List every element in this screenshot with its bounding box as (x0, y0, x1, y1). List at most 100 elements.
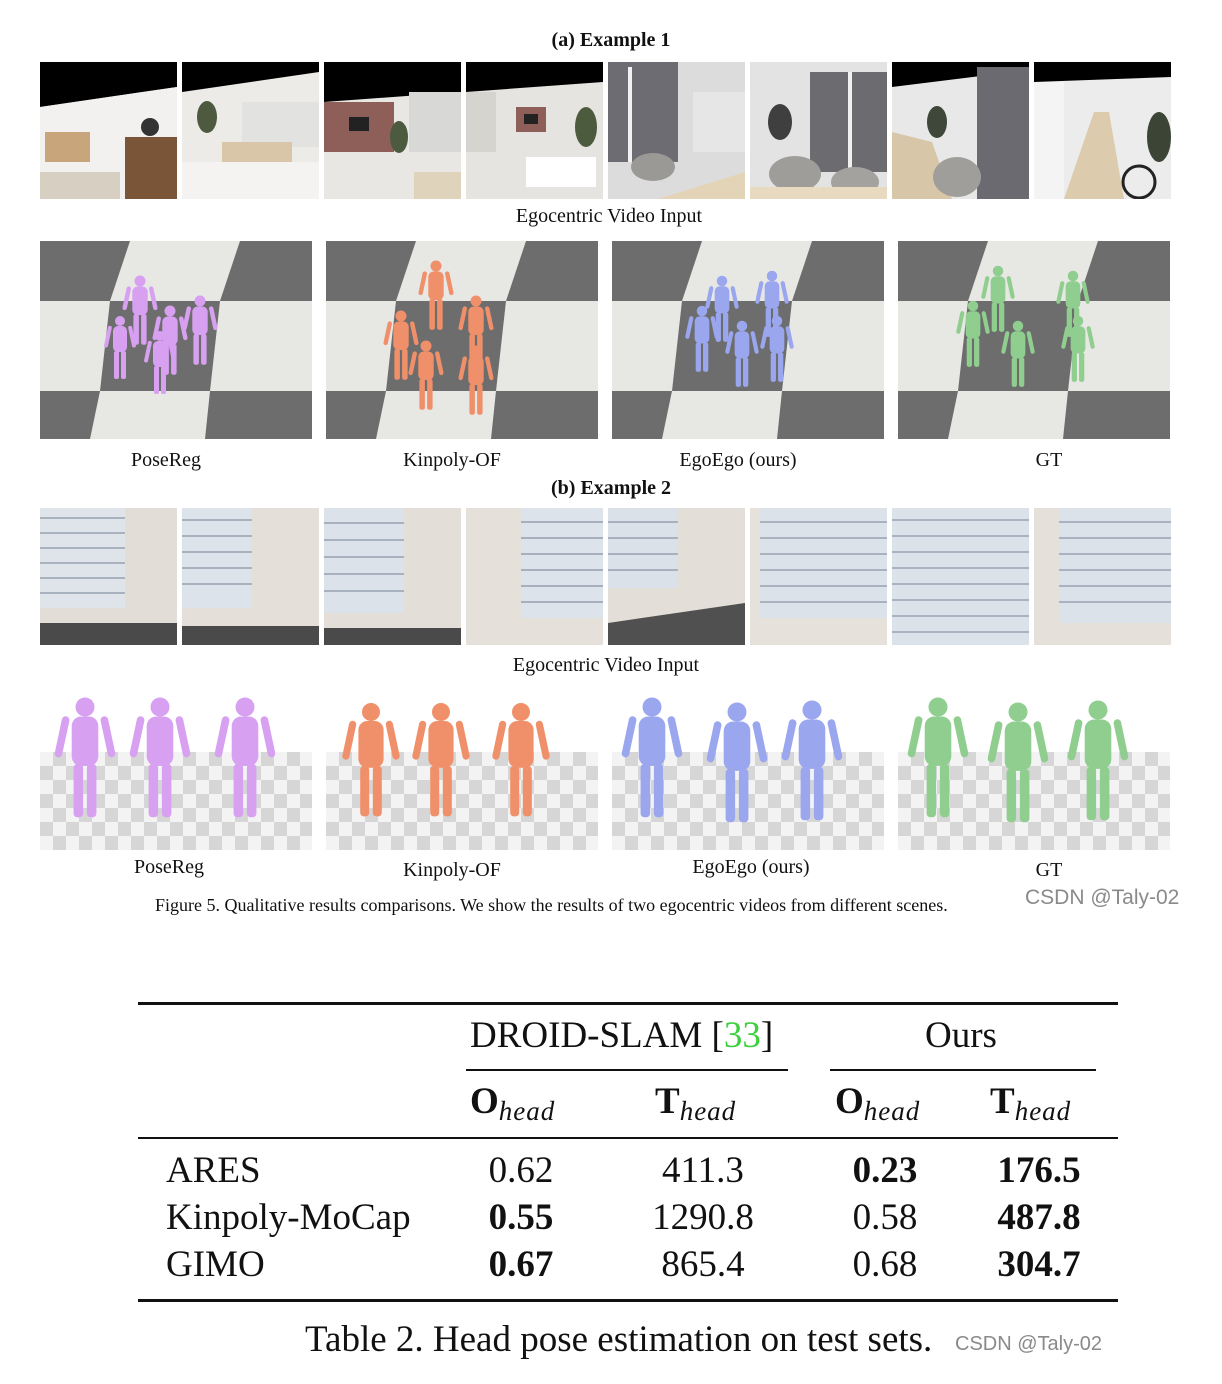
human-figure-part (149, 286, 158, 311)
floor-tile (40, 752, 53, 766)
result-panel-gt-2 (898, 692, 1170, 850)
floor-tile (79, 822, 92, 836)
human-figure-part (162, 316, 178, 346)
floor-tile (1080, 836, 1093, 850)
citation-ref[interactable]: 33 (723, 1015, 761, 1056)
floor-tile (1119, 794, 1132, 808)
method-label-posereg-2: PoseReg (134, 856, 204, 878)
human-figure-part (1012, 320, 1024, 332)
human-figure-part (907, 716, 923, 758)
floor-tile (547, 766, 560, 780)
floor-tile (417, 766, 430, 780)
floor-tile (300, 780, 312, 794)
human-figure-part (260, 716, 276, 758)
floor-tile (430, 836, 443, 850)
human-figure-part (121, 351, 126, 379)
floor-tile (1041, 822, 1054, 836)
floor-tile (105, 794, 118, 808)
table-cell: 176.5 (997, 1150, 1081, 1191)
floor-tile (703, 794, 716, 808)
floor-tile (755, 822, 768, 836)
human-figure-part (1088, 700, 1108, 720)
human-figure-part (1008, 702, 1028, 722)
table-row-name: ARES (166, 1150, 261, 1191)
table-cell: 411.3 (662, 1150, 744, 1191)
floor-tile (1054, 808, 1067, 822)
human-figure-part (477, 384, 483, 415)
human-figure-part (965, 311, 981, 339)
human-figure-part (362, 703, 380, 721)
floor-tile (287, 766, 300, 780)
floor-tile (794, 836, 807, 850)
floor-tile (547, 822, 560, 836)
floor-tile (40, 808, 53, 822)
floor-tile (859, 822, 872, 836)
floor-tile (1002, 836, 1015, 850)
human-figure-part (928, 697, 948, 717)
human-figure-part (420, 340, 432, 352)
human-figure-part (966, 337, 972, 367)
method-label-gt-2: GT (1035, 859, 1063, 881)
video-frame (40, 62, 177, 199)
human-figure-part (469, 384, 475, 415)
human-figure-part (148, 764, 159, 818)
floor-tile (66, 836, 79, 850)
human-figure-part (710, 316, 719, 339)
video-frame (324, 62, 461, 199)
human-figure-part (694, 316, 710, 344)
floor-tile (1041, 794, 1054, 808)
floor-tile (196, 780, 209, 794)
floor-tile (768, 752, 781, 766)
human-figure-part (410, 321, 419, 346)
human-figure-part (642, 697, 662, 717)
human-figure-part (1019, 769, 1030, 823)
floor-tile (976, 752, 989, 766)
floor-tile (1132, 780, 1145, 794)
floor-tile (105, 822, 118, 836)
group-rule-ours (830, 1069, 1096, 1071)
human-figure-part (122, 286, 131, 311)
video-frame (324, 508, 461, 645)
human-figure-part (161, 764, 172, 818)
floor-tile (482, 752, 495, 766)
floor-tile (612, 780, 625, 794)
human-figure-part (134, 275, 146, 287)
human-figure-part (427, 379, 433, 410)
floor-tile (768, 808, 781, 822)
video-frame (892, 62, 1029, 199)
floor-tile (963, 766, 976, 780)
human-figure-part (1081, 281, 1090, 304)
human-figure-part (470, 295, 482, 307)
human-figure-part (100, 716, 116, 758)
floor-tile (339, 766, 352, 780)
floor-tile (781, 766, 794, 780)
group-rule-droid (466, 1069, 788, 1071)
floor-tile (482, 836, 495, 850)
human-figure-part (638, 716, 666, 766)
human-figure-part (394, 349, 400, 380)
floor-tile (222, 808, 235, 822)
human-figure-part (146, 716, 174, 766)
floor-tile (391, 822, 404, 836)
human-figure-part (430, 260, 442, 272)
human-figure-part (981, 311, 990, 334)
human-figure-part (385, 720, 400, 760)
human-figure-part (153, 341, 167, 367)
table-cell: 0.62 (488, 1150, 554, 1191)
floor-tile (573, 794, 586, 808)
human-figure-part (104, 325, 112, 348)
floor-tile (118, 836, 131, 850)
human-figure-part (429, 299, 435, 330)
floor-tile (963, 794, 976, 808)
floor-tile (911, 794, 924, 808)
floor-tile (222, 780, 235, 794)
floor-tile (378, 836, 391, 850)
floor-tile (690, 780, 703, 794)
human-figure-part (827, 719, 843, 761)
floor-tile (209, 822, 222, 836)
human-figure-part (1084, 719, 1112, 769)
figure-watermark: CSDN @Taly-02 (1025, 886, 1180, 909)
human-figure-part (743, 357, 749, 387)
floor-tile (1054, 752, 1067, 766)
human-figure-part (233, 764, 244, 818)
